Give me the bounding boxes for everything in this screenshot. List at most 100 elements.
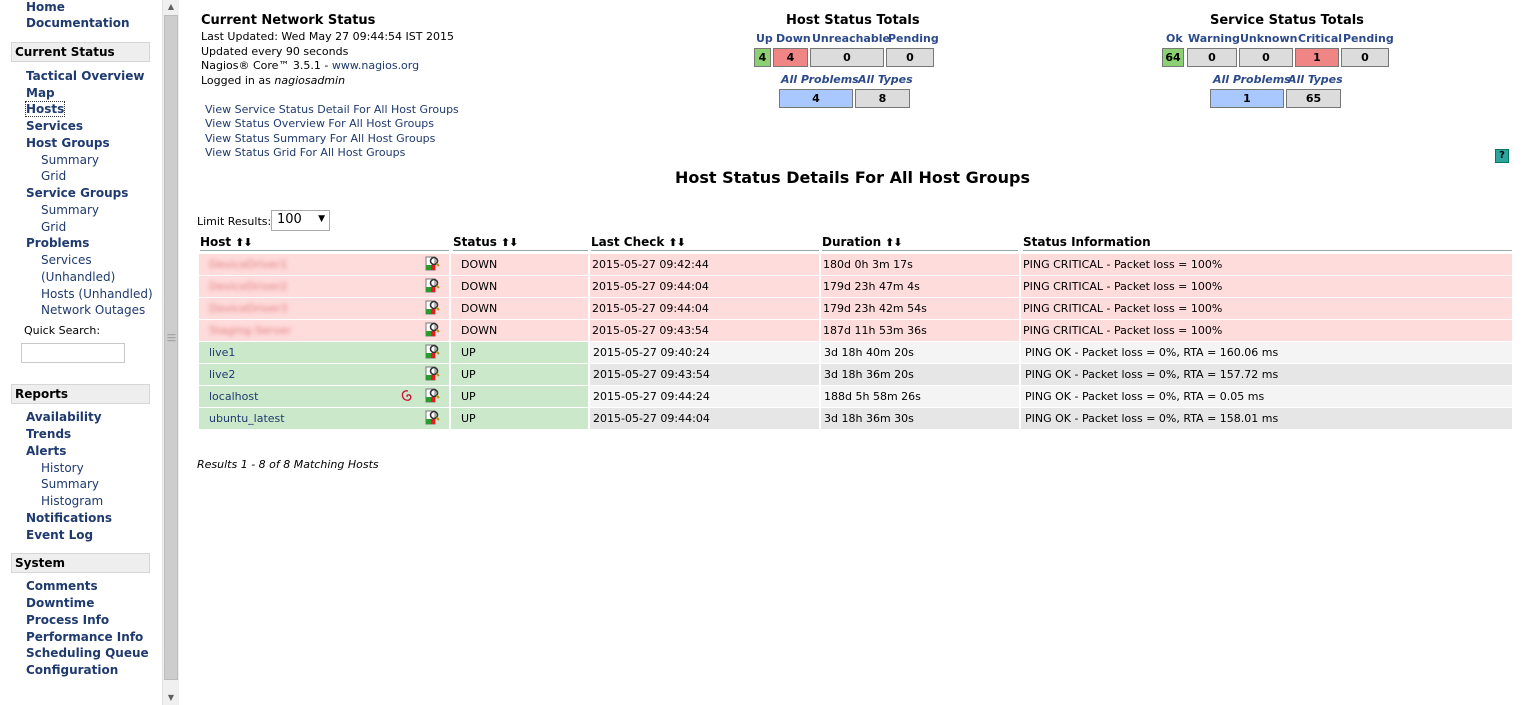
nav-notifications[interactable]: Notifications (26, 511, 113, 525)
nav-comments[interactable]: Comments (26, 579, 98, 593)
service-unknown-count[interactable]: 0 (1239, 48, 1293, 67)
scroll-up-arrow-icon[interactable]: ▲ (167, 2, 175, 11)
view-status-grid-link[interactable]: View Status Grid For All Host Groups (205, 146, 406, 159)
col-header-status-label: Status (453, 235, 497, 249)
nav-problems-services-unhandled[interactable]: (Unhandled) (41, 270, 116, 284)
host-link[interactable]: DeviceDriver3 (209, 302, 288, 315)
limit-results-select[interactable]: 100 ▼ (271, 210, 330, 231)
scroll-down-arrow-icon[interactable]: ▼ (167, 693, 175, 702)
host-label-up[interactable]: Up (756, 32, 773, 45)
service-ok-count[interactable]: 64 (1162, 48, 1184, 67)
chevron-down-icon: ▼ (318, 214, 325, 224)
host-all-types-count[interactable]: 8 (855, 89, 910, 108)
view-service-details-icon[interactable] (425, 322, 440, 337)
host-label-pending[interactable]: Pending (888, 32, 939, 45)
nav-process-info[interactable]: Process Info (26, 613, 110, 627)
sort-arrows-icon[interactable]: ⬆⬇ (668, 236, 685, 249)
nav-host-groups-grid[interactable]: Grid (41, 169, 67, 183)
view-service-status-detail-link[interactable]: View Service Status Detail For All Host … (205, 103, 459, 116)
nav-host-groups[interactable]: Host Groups (26, 136, 110, 150)
service-label-critical[interactable]: Critical (1298, 32, 1343, 45)
host-up-count[interactable]: 4 (754, 48, 771, 67)
view-service-details-icon[interactable] (425, 410, 440, 425)
view-status-summary-link[interactable]: View Status Summary For All Host Groups (205, 132, 436, 145)
nav-event-log[interactable]: Event Log (26, 528, 94, 542)
col-header-status-information-label: Status Information (1023, 235, 1151, 249)
sidebar: Home Documentation Current Status Tactic… (0, 0, 162, 705)
host-link[interactable]: Staging-Server (209, 324, 292, 337)
host-link[interactable]: localhost (209, 390, 259, 403)
nav-configuration[interactable]: Configuration (26, 663, 119, 677)
nav-home[interactable]: Home (26, 0, 65, 14)
service-all-types-count[interactable]: 65 (1286, 89, 1341, 108)
view-service-details-icon[interactable] (425, 256, 440, 271)
host-label-unreachable[interactable]: Unreachable (812, 32, 890, 45)
service-label-warning[interactable]: Warning (1188, 32, 1240, 45)
host-all-problems-count[interactable]: 4 (779, 89, 853, 108)
nav-host-groups-summary[interactable]: Summary (41, 153, 99, 167)
service-pending-count[interactable]: 0 (1341, 48, 1389, 67)
nav-hosts[interactable]: Hosts (24, 101, 66, 117)
host-pending-count[interactable]: 0 (886, 48, 934, 67)
nav-availability[interactable]: Availability (26, 410, 102, 424)
sort-arrows-icon[interactable]: ⬆⬇ (235, 236, 252, 249)
nav-network-outages[interactable]: Network Outages (41, 303, 146, 317)
service-label-pending[interactable]: Pending (1343, 32, 1394, 45)
nav-services[interactable]: Services (26, 119, 84, 133)
view-service-details-icon[interactable] (425, 300, 440, 315)
host-link[interactable]: DeviceDriver2 (209, 280, 288, 293)
col-header-host-label: Host (200, 235, 232, 249)
view-service-details-icon[interactable] (425, 278, 440, 293)
nav-problems-services[interactable]: Services (41, 253, 92, 267)
sidebar-scrollbar[interactable]: ▲ — — — ▼ (162, 0, 179, 705)
table-row-status-cell: DOWN (451, 276, 588, 297)
host-label-all-problems[interactable]: All Problems (781, 73, 859, 86)
service-all-problems-count[interactable]: 1 (1210, 89, 1284, 108)
host-label-all-types[interactable]: All Types (858, 73, 913, 86)
nav-map[interactable]: Map (26, 86, 55, 100)
service-warning-count[interactable]: 0 (1187, 48, 1237, 67)
host-link[interactable]: DeviceDriver1 (209, 258, 288, 271)
sort-arrows-icon[interactable]: ⬆⬇ (885, 236, 902, 249)
host-link[interactable]: ubuntu_latest (209, 412, 285, 425)
table-row-duration-cell: 188d 5h 58m 26s (821, 386, 1019, 407)
host-link[interactable]: live2 (209, 368, 236, 381)
table-row-info-cell: PING CRITICAL - Packet loss = 100% (1021, 320, 1512, 341)
service-label-unknown[interactable]: Unknown (1240, 32, 1298, 45)
service-label-all-types[interactable]: All Types (1288, 73, 1343, 86)
nav-alerts[interactable]: Alerts (26, 444, 67, 458)
host-down-count[interactable]: 4 (773, 48, 808, 67)
nagios-website-link[interactable]: www.nagios.org (331, 59, 420, 72)
nav-trends[interactable]: Trends (26, 427, 72, 441)
service-label-all-problems[interactable]: All Problems (1213, 73, 1291, 86)
view-status-overview-link[interactable]: View Status Overview For All Host Groups (205, 117, 435, 130)
nav-scheduling-queue[interactable]: Scheduling Queue (26, 646, 149, 660)
host-link[interactable]: live1 (209, 346, 236, 359)
nav-alerts-histogram[interactable]: Histogram (41, 494, 104, 508)
nav-service-groups-summary[interactable]: Summary (41, 203, 99, 217)
service-critical-count[interactable]: 1 (1295, 48, 1339, 67)
table-row-info-cell: PING CRITICAL - Packet loss = 100% (1021, 298, 1512, 319)
nav-service-groups[interactable]: Service Groups (26, 186, 129, 200)
nav-problems[interactable]: Problems (26, 236, 90, 250)
nav-downtime[interactable]: Downtime (26, 596, 95, 610)
scroll-thumb[interactable]: — — — (164, 15, 178, 680)
service-label-ok[interactable]: Ok (1166, 32, 1183, 45)
view-service-details-icon[interactable] (425, 388, 440, 403)
view-service-details-icon[interactable] (425, 366, 440, 381)
view-service-details-icon[interactable] (425, 344, 440, 359)
nav-documentation[interactable]: Documentation (26, 16, 130, 30)
logged-in-line: Logged in as nagiosadmin (201, 74, 345, 87)
table-row-last-check-cell: 2015-05-27 09:44:04 (590, 276, 819, 297)
nav-alerts-summary[interactable]: Summary (41, 477, 99, 491)
nav-performance-info[interactable]: Performance Info (26, 630, 144, 644)
nav-service-groups-grid[interactable]: Grid (41, 220, 67, 234)
sort-arrows-icon[interactable]: ⬆⬇ (500, 236, 518, 249)
nav-tactical-overview[interactable]: Tactical Overview (26, 69, 145, 83)
nav-alerts-history[interactable]: History (41, 461, 84, 475)
help-icon[interactable]: ? (1495, 149, 1509, 163)
host-unreachable-count[interactable]: 0 (810, 48, 884, 67)
quick-search-input[interactable] (21, 343, 125, 363)
host-label-down[interactable]: Down (776, 32, 811, 45)
nav-problems-hosts-unhandled[interactable]: Hosts (Unhandled) (41, 287, 153, 301)
